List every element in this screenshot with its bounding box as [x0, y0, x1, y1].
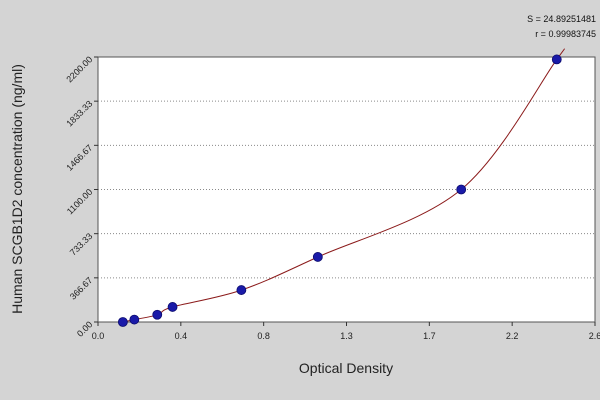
- data-point: [236, 285, 247, 295]
- x-tick-label: 0.4: [175, 331, 188, 341]
- data-point: [551, 54, 562, 65]
- y-tick-labels: 0.00366.67733.331100.001466.671833.33220…: [64, 54, 94, 338]
- x-tick-label: 2.6: [589, 331, 600, 341]
- data-point: [456, 184, 467, 195]
- x-tick-labels: 0.0 0.4 0.8 1.3 1.7 2.2 2.6: [92, 331, 600, 341]
- x-tick-label: 1.7: [423, 331, 436, 341]
- axis-ticks: [94, 56, 596, 326]
- stats-s: S = 24.89251481: [527, 14, 596, 24]
- data-points: [117, 54, 562, 327]
- fit-curve: [122, 48, 565, 323]
- data-point: [312, 252, 323, 262]
- x-tick-label: 0.0: [92, 331, 105, 341]
- y-tick-label: 2200.00: [64, 54, 94, 84]
- data-point: [152, 309, 163, 320]
- x-tick-label: 2.2: [506, 331, 519, 341]
- x-tick-label: 0.8: [257, 331, 270, 341]
- plot-area: [97, 56, 596, 323]
- data-point: [129, 314, 140, 325]
- x-axis-title: Optical Density: [299, 360, 393, 376]
- gridlines: [98, 100, 595, 279]
- y-tick-label: 1466.67: [64, 143, 94, 173]
- y-tick-label: 366.67: [68, 275, 95, 302]
- y-tick-label: 733.33: [68, 231, 95, 258]
- y-axis-title: Human SCGB1D2 concentration (ng/ml): [9, 64, 25, 314]
- stats-r: r = 0.99983745: [535, 29, 596, 39]
- data-point: [167, 302, 178, 312]
- y-tick-label: 1100.00: [65, 187, 95, 217]
- x-tick-label: 1.3: [340, 331, 353, 341]
- data-point: [117, 317, 128, 327]
- y-tick-label: 1833.33: [64, 99, 94, 129]
